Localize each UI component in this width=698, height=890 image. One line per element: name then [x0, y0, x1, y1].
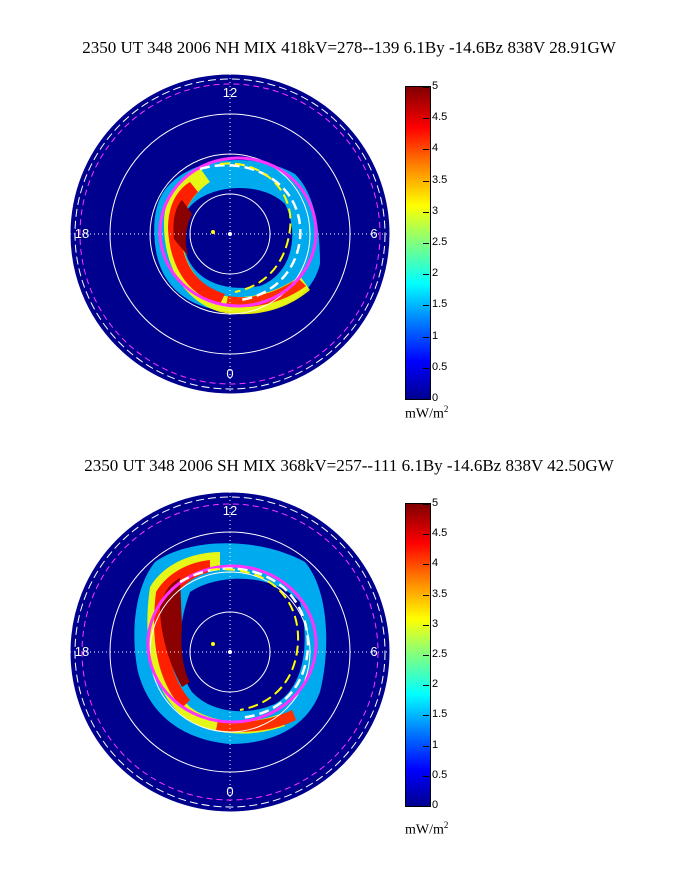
colorbar-tick-mark: [423, 775, 429, 777]
colorbar-tick-label: 3.5: [432, 587, 448, 600]
colorbar-tick-label: 2.5: [432, 648, 448, 660]
colorbar-tick-label: 3: [432, 204, 439, 217]
colorbar-tick-mark: [423, 745, 429, 747]
auroral-oval: [134, 543, 327, 744]
colorbar-tick-label: 1.5: [432, 708, 448, 721]
colorbar-tick-label: 4.5: [432, 111, 448, 124]
yellow-dashed-boundary: [219, 162, 292, 293]
colorbar-tick-mark: [423, 806, 429, 807]
pole-marker: [228, 232, 232, 236]
panel-title-sh: 2350 UT 348 2006 SH MIX 368kV=257--111 6…: [84, 456, 614, 475]
colorbar-tick-mark: [423, 367, 429, 369]
colorbar-tick-label: 0.5: [432, 360, 448, 373]
colorbar-tick-mark: [423, 685, 429, 687]
magenta-boundary: [146, 564, 318, 724]
colorbar-tick-mark: [423, 594, 429, 596]
offset-marker: [211, 642, 215, 646]
colorbar-tick-mark: [423, 504, 429, 505]
unit-text: mW/m: [405, 406, 444, 422]
hour-label-dusk: 18: [75, 644, 89, 659]
hour-label-dusk: 18: [75, 226, 89, 241]
outer-boundary-dashed: [81, 503, 379, 801]
outer-boundary-white: [74, 78, 386, 390]
polar-plot-nh: 12 18 6 0: [69, 73, 391, 395]
hour-label-noon: 12: [223, 85, 237, 100]
colorbar-tick-mark: [423, 149, 429, 151]
colorbar-unit-sh: mW/m2: [405, 820, 448, 839]
colorbar-tick-mark: [423, 715, 429, 717]
colorbar-tick-mark: [423, 624, 429, 626]
colorbar-tick-label: 4: [432, 142, 439, 155]
colorbar-unit-nh: mW/m2: [405, 404, 448, 423]
colorbar-tick-label: 1.5: [432, 298, 448, 311]
colorbar-tick-label: 0.5: [432, 768, 448, 781]
yellow-dashed-boundary: [209, 568, 300, 711]
colorbar-tick-label: 2: [432, 678, 439, 691]
colorbar-tick-mark: [423, 243, 429, 244]
magenta-boundary: [158, 156, 318, 308]
colorbar-tick-mark: [423, 305, 429, 307]
outer-boundary-white: [74, 496, 386, 808]
colorbar-tick-label: 5: [432, 80, 439, 92]
colorbar-tick-label: 2: [432, 267, 439, 280]
pole-marker: [228, 650, 232, 654]
hour-label-midnight: 0: [226, 784, 233, 799]
colorbar-tick-label: 4.5: [432, 527, 448, 540]
colorbar-sh: [405, 503, 431, 807]
polar-plot-sh: 12 18 6 0: [69, 491, 391, 813]
unit-exponent: 2: [443, 404, 449, 414]
colorbar-tick-mark: [423, 180, 429, 182]
hour-label-dawn: 6: [370, 226, 377, 241]
unit-exponent: 2: [443, 820, 449, 830]
colorbar-tick-mark: [423, 118, 429, 120]
colorbar-tick-label: 0: [432, 799, 439, 811]
white-dashed-boundary: [199, 164, 302, 302]
colorbar-tick-label: 0: [432, 392, 439, 404]
colorbar-tick-mark: [423, 564, 429, 566]
colorbar-tick-label: 3: [432, 617, 439, 630]
unit-text: mW/m: [405, 822, 444, 838]
hour-label-midnight: 0: [226, 366, 233, 381]
colorbar-tick-label: 1: [432, 738, 439, 751]
colorbar-tick-mark: [423, 534, 429, 536]
colorbar-tick-label: 2.5: [432, 236, 448, 248]
colorbar-tick-mark: [423, 655, 429, 656]
hour-label-dawn: 6: [370, 644, 377, 659]
colorbar-tick-mark: [423, 87, 429, 88]
colorbar-tick-mark: [423, 274, 429, 276]
colorbar-tick-mark: [423, 399, 429, 400]
colorbar-tick-label: 5: [432, 497, 439, 509]
panel-title-nh: 2350 UT 348 2006 NH MIX 418kV=278--139 6…: [82, 38, 616, 57]
colorbar-tick-label: 4: [432, 557, 439, 570]
outer-boundary-dashed: [79, 83, 381, 385]
colorbar-tick-label: 3.5: [432, 173, 448, 186]
colorbar-tick-mark: [423, 336, 429, 338]
colorbar-tick-mark: [423, 211, 429, 213]
offset-marker: [211, 230, 215, 234]
colorbar-tick-label: 1: [432, 329, 439, 342]
hour-label-noon: 12: [223, 503, 237, 518]
